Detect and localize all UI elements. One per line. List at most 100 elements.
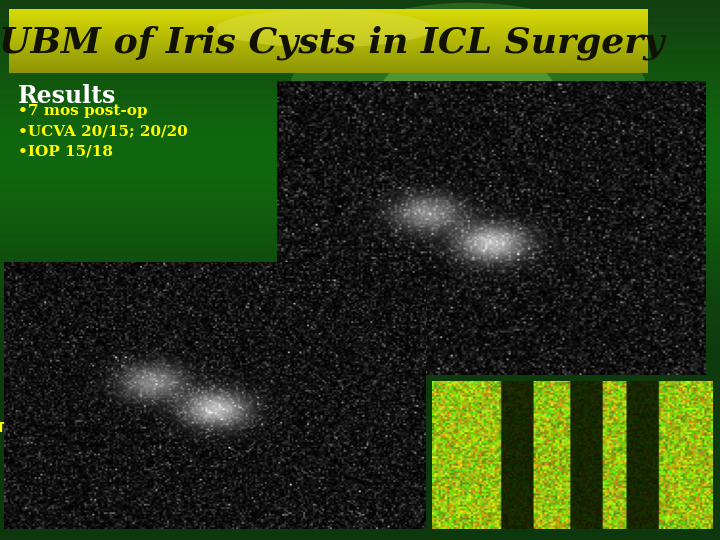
Bar: [0, 333, 720, 342]
Bar: [0, 126, 720, 135]
Bar: [0, 396, 720, 405]
Bar: [0, 441, 720, 450]
Bar: [0, 99, 720, 108]
Bar: [0, 18, 720, 27]
Bar: [0, 0, 720, 9]
Bar: [0, 207, 720, 216]
Text: Results: Results: [18, 84, 117, 107]
Bar: [0, 153, 720, 162]
Bar: [9, 16, 648, 17]
Bar: [9, 49, 648, 51]
Bar: [0, 315, 720, 324]
Bar: [0, 279, 720, 288]
Bar: [0, 423, 720, 432]
Bar: [9, 51, 648, 52]
Bar: [0, 450, 720, 459]
Bar: [0, 189, 720, 198]
Text: TICL temporal haptic has settled posterior
with no pressure on the cyst OS: TICL temporal haptic has settled posteri…: [320, 108, 652, 138]
Bar: [9, 24, 648, 25]
Bar: [9, 71, 648, 73]
Bar: [9, 33, 648, 35]
Text: UBM of Iris Cysts in ICL Surgery: UBM of Iris Cysts in ICL Surgery: [0, 25, 664, 59]
Bar: [0, 225, 720, 234]
Bar: [0, 198, 720, 207]
Bar: [9, 35, 648, 36]
Bar: [9, 25, 648, 26]
Text: •IOP 15/18: •IOP 15/18: [18, 145, 113, 159]
Bar: [0, 45, 720, 54]
Bar: [9, 46, 648, 48]
Text: •7 mos post-op: •7 mos post-op: [18, 104, 148, 118]
Text: •UCVA 20/15; 20/20: •UCVA 20/15; 20/20: [18, 124, 188, 138]
Bar: [0, 342, 720, 351]
Bar: [0, 468, 720, 477]
Bar: [0, 495, 720, 504]
Ellipse shape: [288, 3, 648, 192]
Bar: [9, 17, 648, 19]
Bar: [0, 432, 720, 441]
Bar: [0, 513, 720, 522]
Bar: [9, 44, 648, 46]
Bar: [9, 19, 648, 21]
Ellipse shape: [378, 49, 558, 146]
Bar: [0, 351, 720, 360]
Bar: [9, 58, 648, 60]
Bar: [0, 63, 720, 72]
Bar: [0, 36, 720, 45]
Bar: [0, 243, 720, 252]
Bar: [0, 135, 720, 144]
Bar: [9, 68, 648, 70]
Bar: [9, 26, 648, 28]
Bar: [9, 43, 648, 44]
Bar: [9, 54, 648, 56]
Bar: [0, 171, 720, 180]
Bar: [9, 11, 648, 12]
Bar: [0, 405, 720, 414]
Bar: [0, 108, 720, 117]
Bar: [0, 9, 720, 18]
Bar: [0, 27, 720, 36]
Bar: [9, 66, 648, 68]
Bar: [9, 31, 648, 33]
Bar: [0, 144, 720, 153]
Bar: [9, 28, 648, 30]
Bar: [0, 72, 720, 81]
Bar: [0, 459, 720, 468]
Bar: [0, 234, 720, 243]
Bar: [0, 216, 720, 225]
Bar: [0, 288, 720, 297]
Bar: [9, 9, 648, 11]
Bar: [0, 54, 720, 63]
Bar: [0, 162, 720, 171]
Bar: [9, 30, 648, 31]
Bar: [0, 81, 720, 90]
Bar: [0, 504, 720, 513]
Bar: [9, 52, 648, 54]
Bar: [0, 117, 720, 126]
Bar: [0, 306, 720, 315]
Bar: [9, 14, 648, 16]
Bar: [0, 369, 720, 378]
Bar: [0, 297, 720, 306]
Bar: [0, 180, 720, 189]
Bar: [9, 36, 648, 38]
Ellipse shape: [216, 9, 432, 48]
Bar: [9, 62, 648, 63]
Bar: [0, 270, 720, 279]
Bar: [9, 21, 648, 22]
Bar: [9, 57, 648, 58]
Bar: [0, 522, 720, 531]
Bar: [9, 12, 648, 14]
Bar: [9, 56, 648, 57]
Bar: [9, 48, 648, 49]
Bar: [0, 477, 720, 486]
Bar: [0, 324, 720, 333]
Bar: [9, 38, 648, 39]
Bar: [0, 90, 720, 99]
Bar: [9, 70, 648, 71]
Bar: [0, 414, 720, 423]
Bar: [9, 39, 648, 41]
Bar: [0, 378, 720, 387]
Bar: [0, 252, 720, 261]
Bar: [9, 41, 648, 43]
